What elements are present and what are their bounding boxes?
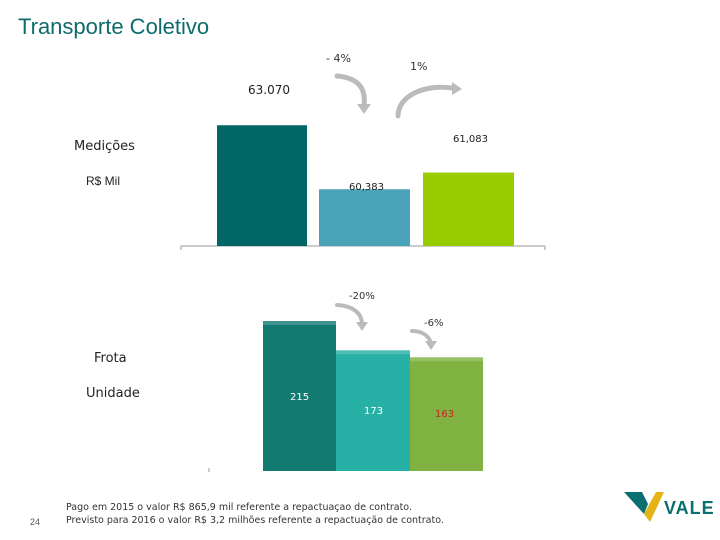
chart1-arrow-2 bbox=[395, 84, 455, 119]
footer-line-1: Pago em 2015 o valor R$ 865,9 mil refere… bbox=[66, 502, 412, 513]
chart2-bar-highlight bbox=[263, 321, 336, 325]
chart2-bar-highlight bbox=[336, 350, 410, 355]
chart2-bar bbox=[263, 321, 336, 471]
vale-logo-mark-icon bbox=[624, 492, 664, 522]
page-number: 24 bbox=[30, 517, 41, 527]
chart1-ylabel: R$ Mil bbox=[86, 174, 121, 188]
chart1-bar bbox=[423, 172, 514, 246]
chart1-value-label: 63.070 bbox=[248, 83, 290, 97]
chart1-change-2: 1% bbox=[410, 60, 428, 73]
chart2-change-2: -6% bbox=[424, 318, 444, 329]
chart2-value-label: 215 bbox=[290, 392, 309, 403]
chart2-value-label: 163 bbox=[435, 409, 454, 420]
chart1-bar bbox=[319, 189, 410, 246]
vale-logo-text: VALE bbox=[664, 498, 715, 518]
chart1-title: Medições bbox=[74, 139, 135, 154]
chart1-change-1: - 4% bbox=[326, 52, 351, 65]
chart1-value-label: 60,383 bbox=[349, 182, 384, 193]
footer-notes: Pago em 2015 o valor R$ 865,9 mil refere… bbox=[66, 501, 444, 527]
chart1-arrowhead-2 bbox=[452, 82, 462, 95]
chart2-arrow-2 bbox=[410, 329, 433, 345]
chart2-ylabel: Unidade bbox=[86, 386, 140, 401]
chart2-bar-highlight bbox=[410, 357, 483, 362]
chart2-arrowhead-2 bbox=[425, 341, 437, 350]
chart2-arrowhead-1 bbox=[356, 322, 368, 331]
chart2-change-1: -20% bbox=[349, 291, 375, 302]
page-title: Transporte Coletivo bbox=[18, 14, 210, 39]
chart2-title: Frota bbox=[94, 351, 127, 366]
chart2-bar bbox=[336, 350, 410, 471]
chart2-arrow-1 bbox=[335, 303, 364, 326]
chart2-bar bbox=[410, 357, 483, 471]
footer-line-2: Previsto para 2016 o valor R$ 3,2 milhõe… bbox=[66, 515, 444, 526]
chart2-value-label: 173 bbox=[364, 406, 383, 417]
chart1-value-label: 61,083 bbox=[453, 134, 488, 145]
chart1-bar bbox=[217, 125, 307, 246]
chart1-arrow-1 bbox=[334, 73, 367, 109]
vale-logo: VALE bbox=[624, 488, 715, 524]
chart1-arrowhead-1 bbox=[357, 104, 371, 114]
